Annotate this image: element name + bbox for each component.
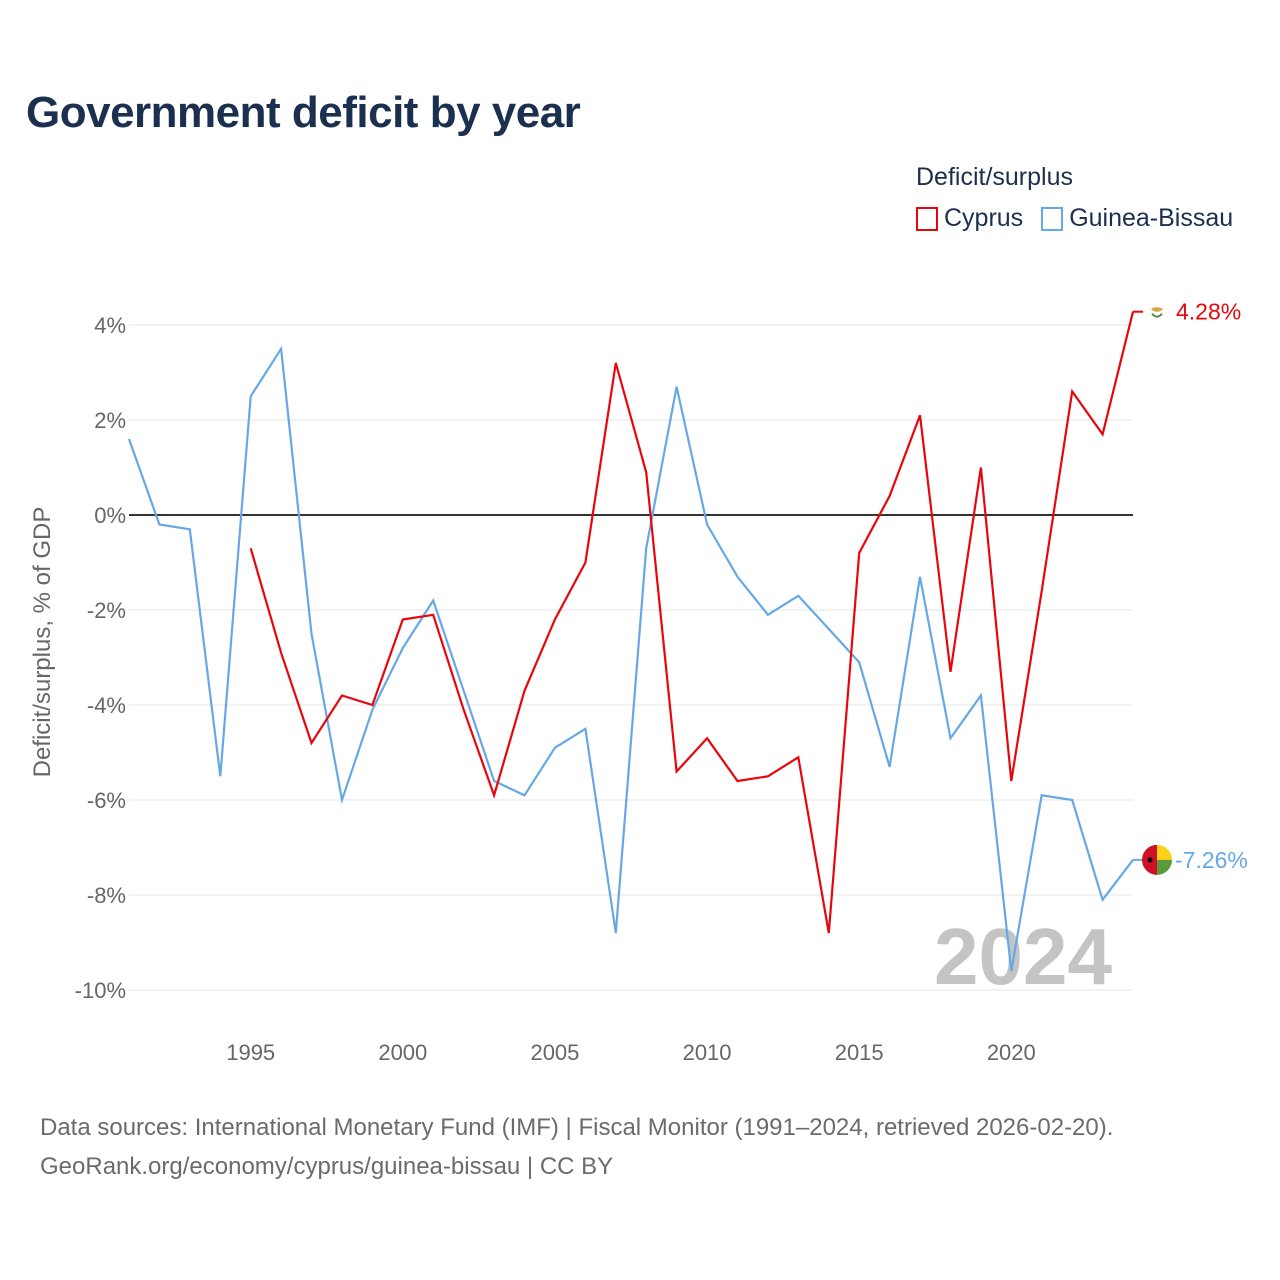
y-tick-label: -8% — [87, 883, 126, 908]
legend-item-cyprus[interactable]: Cyprus — [916, 204, 1023, 233]
cyprus-flag-icon — [1149, 303, 1165, 320]
chart-title: Government deficit by year — [26, 88, 581, 137]
source-line-2[interactable]: GeoRank.org/economy/cyprus/guinea-bissau… — [40, 1153, 614, 1180]
guinea-bissau-flag-icon — [1142, 844, 1173, 875]
x-tick-label: 2005 — [530, 1040, 579, 1065]
legend-swatch-cyprus — [916, 206, 938, 231]
y-tick-label: 4% — [94, 313, 126, 338]
legend-title: Deficit/surplus — [916, 163, 1073, 191]
x-tick-label: 2015 — [835, 1040, 884, 1065]
x-tick-label: 2000 — [378, 1040, 427, 1065]
series-line-guinea-bissau[interactable] — [127, 345, 1134, 972]
source-note: Data sources: International Monetary Fun… — [40, 1108, 1113, 1186]
x-tick-labels: 1995 2000 2005 2010 2015 2020 — [226, 1040, 1036, 1065]
y-tick-label: -4% — [87, 693, 126, 718]
end-label-cyprus: 4.28% — [1176, 299, 1241, 325]
series-end-labels: 4.28% -7.26% — [1133, 299, 1248, 875]
y-tick-label: -10% — [75, 978, 126, 1003]
y-tick-label: 2% — [94, 408, 126, 433]
legend-swatch-guinea-bissau — [1041, 206, 1064, 231]
series-lines — [127, 311, 1135, 972]
y-axis-label: Deficit/surplus, % of GDP — [29, 507, 56, 778]
x-tick-label: 1995 — [226, 1040, 275, 1065]
legend-label-guinea-bissau: Guinea-Bissau — [1069, 204, 1234, 232]
legend-label-cyprus: Cyprus — [944, 204, 1024, 232]
y-tick-label: -2% — [87, 598, 126, 623]
x-tick-label: 2020 — [987, 1040, 1036, 1065]
legend-item-guinea-bissau[interactable]: Guinea-Bissau — [1041, 204, 1233, 233]
end-label-guinea-bissau: -7.26% — [1175, 847, 1248, 873]
chart-svg: 4% 2% 0% -2% -4% -6% -8% -10% 1995 2000 2005 2010 2… — [29, 299, 1248, 1065]
y-tick-label: 0% — [94, 503, 126, 528]
y-tick-label: -6% — [87, 788, 126, 813]
series-line-cyprus[interactable] — [249, 311, 1135, 934]
gridlines — [129, 324, 1133, 991]
legend: Cyprus Guinea-Bissau — [916, 204, 1233, 233]
x-tick-label: 2010 — [683, 1040, 732, 1065]
y-tick-labels: 4% 2% 0% -2% -4% -6% -8% -10% — [75, 313, 126, 1003]
source-line-1: Data sources: International Monetary Fun… — [40, 1114, 1114, 1141]
year-watermark: 2024 — [934, 912, 1112, 1001]
